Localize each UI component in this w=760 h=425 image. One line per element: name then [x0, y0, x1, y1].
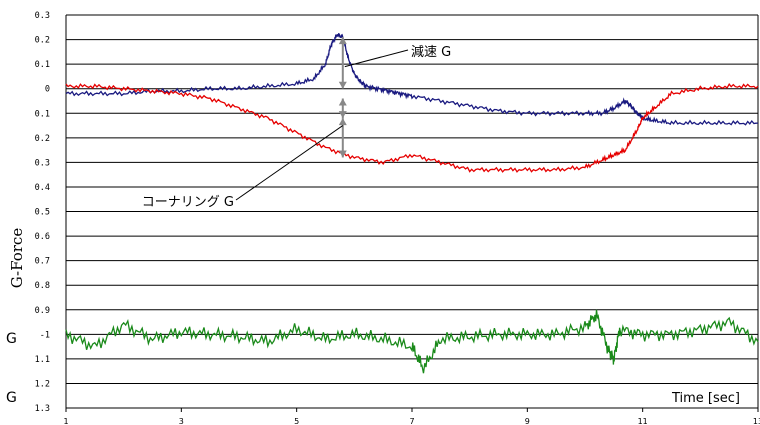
- y-tick-label: 0.1: [35, 109, 50, 119]
- y-tick-label: 0.3: [35, 158, 50, 168]
- series-line-2: [65, 83, 759, 173]
- y-tick-label: 0.2: [35, 36, 50, 46]
- y-tick-label: 0.8: [35, 281, 50, 291]
- x-tick-label: 9: [525, 417, 530, 425]
- x-tick-label: 11: [638, 417, 648, 425]
- side-label-g-2: G: [6, 390, 17, 406]
- y-tick-label: 1.3: [35, 404, 50, 414]
- y-tick-label: 0.4: [35, 183, 50, 193]
- series-lines: [65, 33, 759, 374]
- y-tick-label: 0.5: [35, 208, 50, 218]
- y-axis-label: G-Force: [8, 228, 26, 289]
- y-tick-labels: 0.3 0.2 0.1 0 0.1 0.2 0.3 0.4 0.5 0.6 0.7 0.8 0.9 -1 1…: [35, 11, 50, 414]
- arrow-head-icon: [338, 98, 347, 106]
- y-tick-label: 0.6: [35, 232, 50, 242]
- x-tick-label: 5: [294, 417, 299, 425]
- x-tick-label: 13: [753, 417, 760, 425]
- arrow-head-icon: [338, 37, 347, 45]
- series-line-3: [65, 309, 759, 374]
- y-tick-label: 0.3: [35, 11, 50, 21]
- y-tick-label: 0.9: [35, 306, 50, 316]
- y-tick-label: 0: [45, 85, 50, 95]
- y-tick-label: -1: [40, 330, 50, 340]
- side-label-g-1: G: [6, 331, 17, 347]
- leader-line-cornering: [235, 125, 344, 201]
- x-tick-label: 1: [63, 417, 68, 425]
- x-tick-label: 7: [409, 417, 414, 425]
- x-tick-label: 3: [179, 417, 184, 425]
- arrow-head-icon: [338, 81, 347, 89]
- arrow-head-icon: [338, 111, 347, 119]
- x-axis-label: Time [sec]: [671, 391, 740, 406]
- y-tick-label: 0.1: [35, 60, 50, 70]
- y-tick-label: 0.2: [35, 134, 50, 144]
- x-tick-labels: 135791113: [63, 408, 760, 425]
- series-line-1: [65, 33, 759, 126]
- arrow-head-icon: [338, 150, 347, 158]
- annotations: 減速 G コーナリング G: [142, 37, 451, 210]
- y-tick-label: 1.1: [35, 355, 50, 365]
- arrow-head-icon: [338, 118, 347, 126]
- annotation-cornering-g: コーナリング G: [142, 195, 234, 210]
- leader-line-decel: [344, 49, 409, 68]
- y-tick-label: 0.7: [35, 257, 50, 267]
- annotation-decel-g: 減速 G: [411, 44, 451, 60]
- y-tick-label: 1.2: [35, 379, 50, 389]
